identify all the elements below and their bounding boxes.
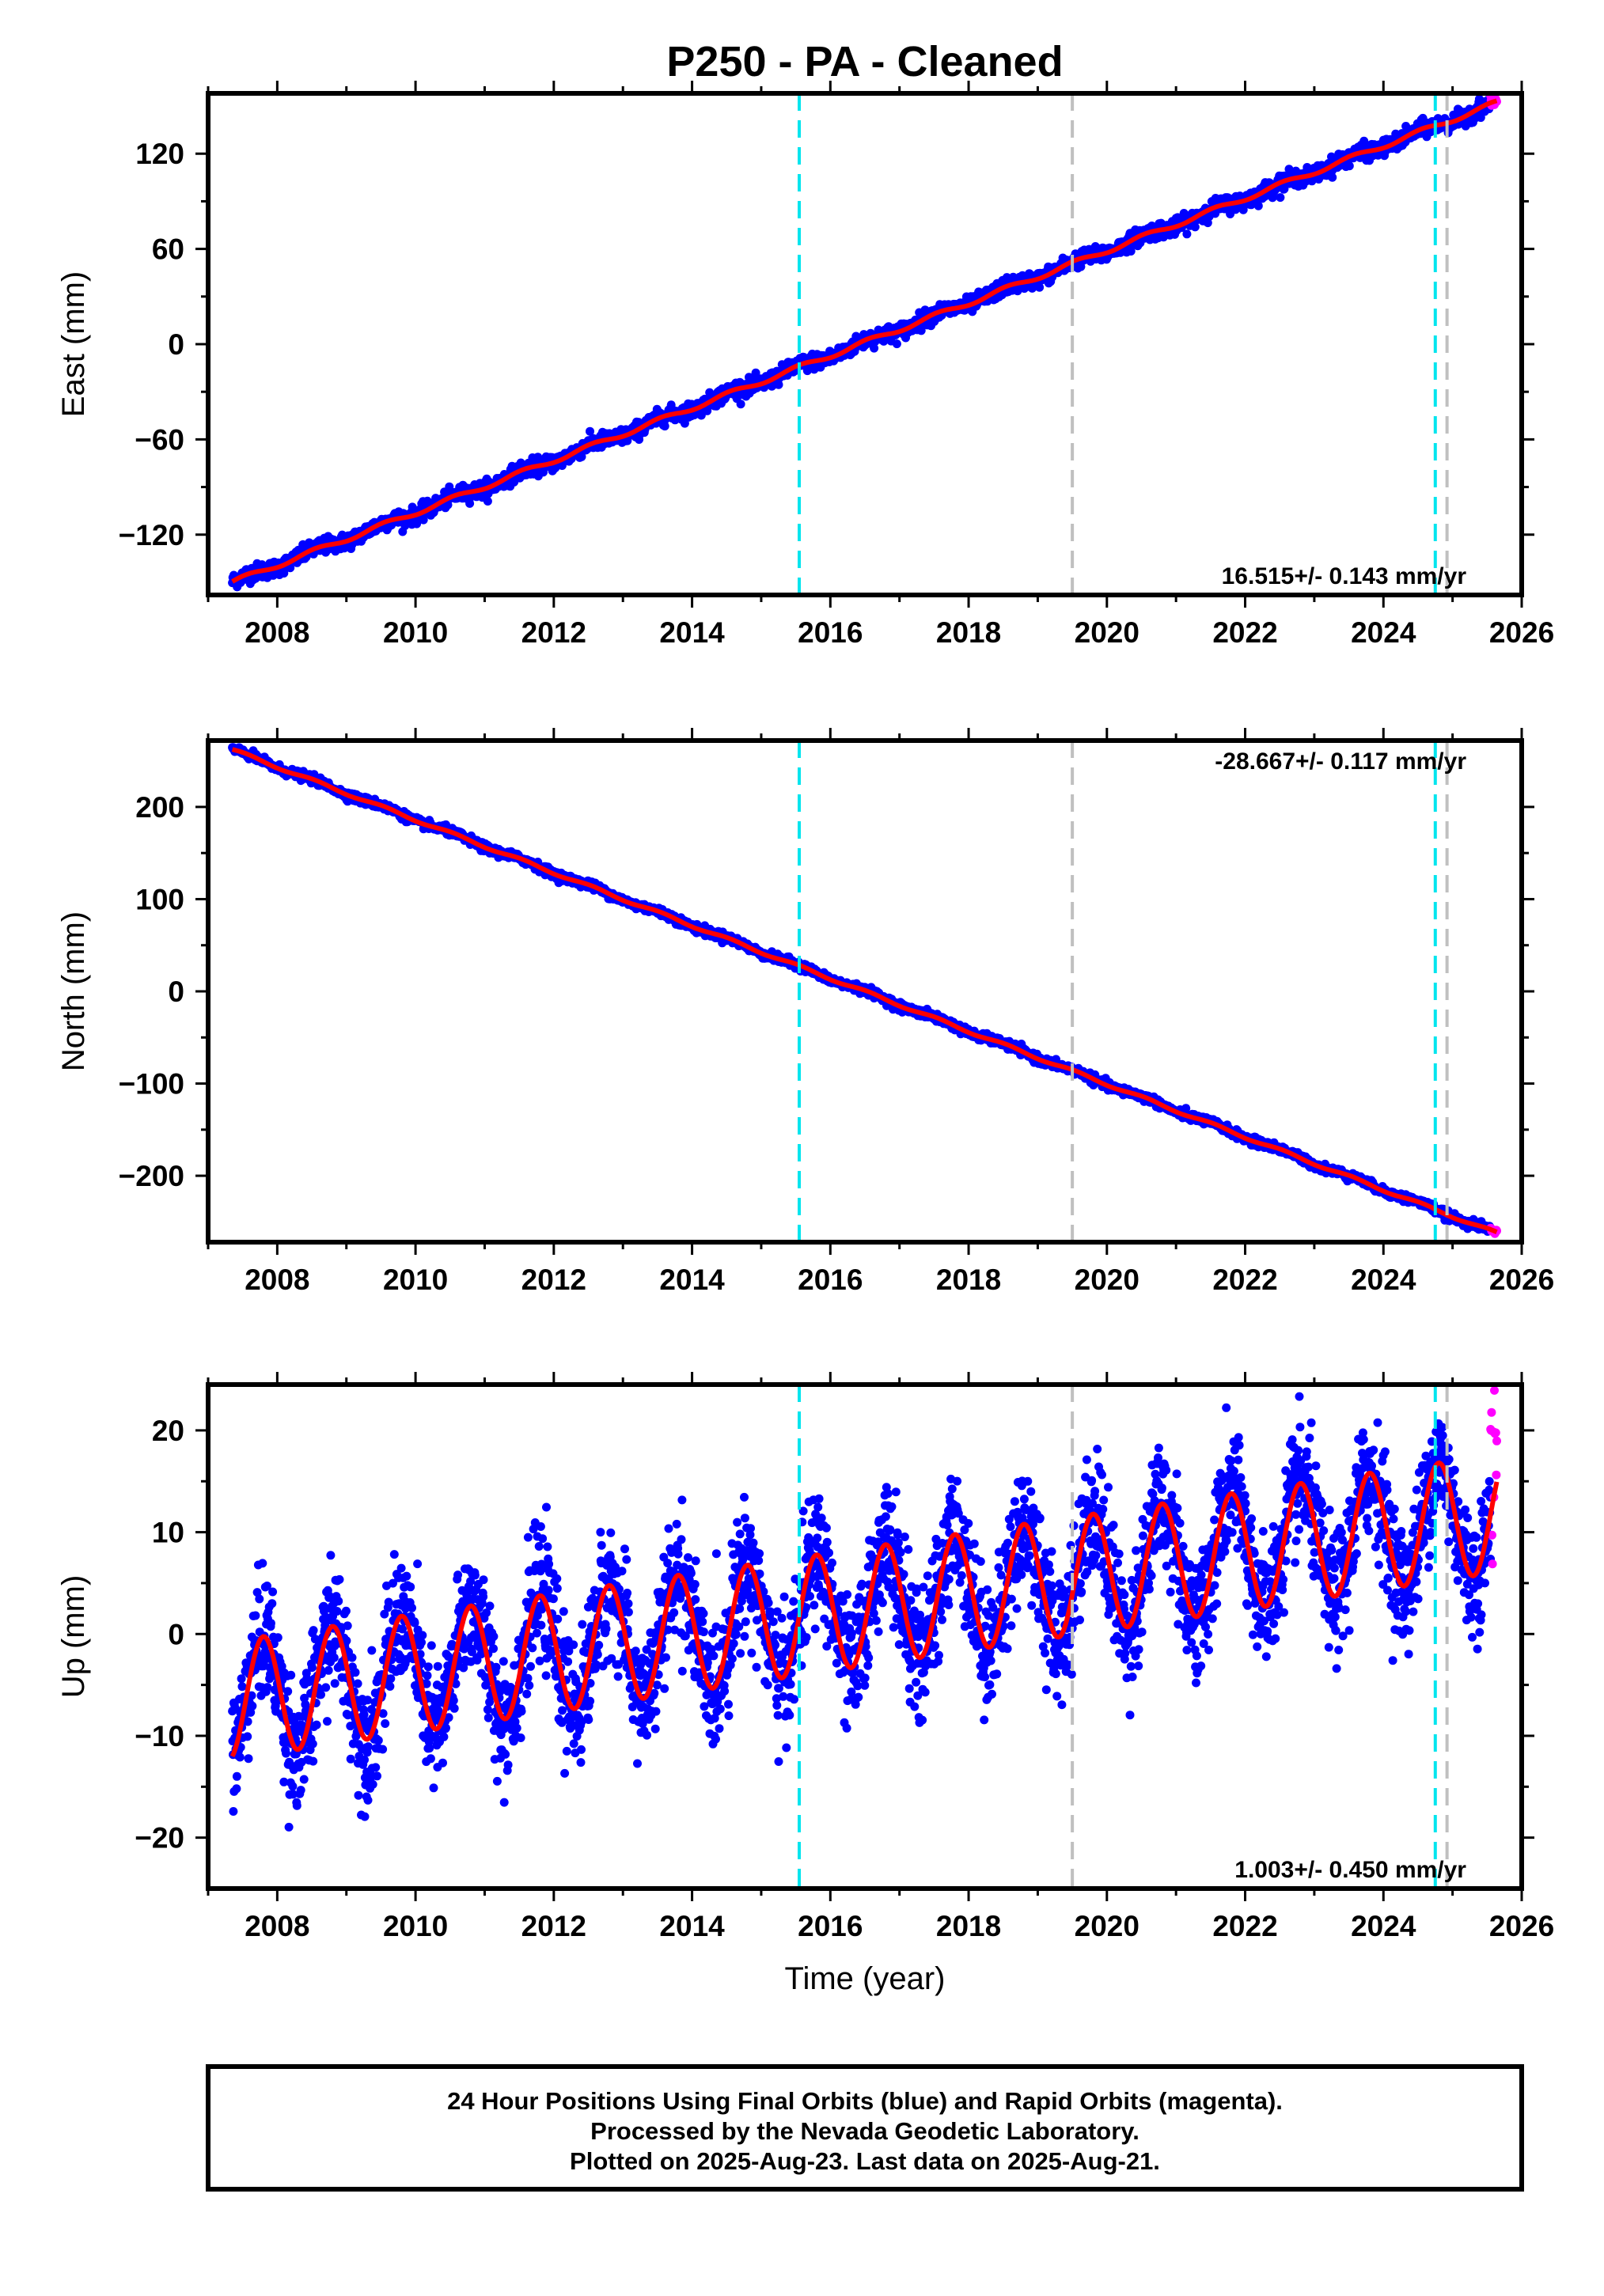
y-tick-label: 120 <box>135 138 184 170</box>
final-orbit-point <box>577 452 586 461</box>
x-tick-label: 2018 <box>936 616 1001 649</box>
x-tick-label: 2022 <box>1212 616 1277 649</box>
chart-title: P250 - PA - Cleaned <box>666 38 1063 85</box>
final-orbit-point <box>1328 172 1337 182</box>
final-orbit-point <box>736 400 745 409</box>
final-orbit-point <box>465 498 475 508</box>
x-tick-label: 2010 <box>383 616 448 649</box>
model-curve <box>231 98 1498 584</box>
final-orbit-point <box>586 426 594 436</box>
x-tick-label: 2014 <box>659 616 725 649</box>
y-tick-label: 0 <box>168 328 184 361</box>
final-orbit-point <box>751 368 760 377</box>
x-tick-label: 2024 <box>1351 616 1416 649</box>
y-tick-label: −120 <box>119 519 184 551</box>
y-tick-label: −60 <box>135 423 184 456</box>
final-orbit-point <box>1344 161 1354 171</box>
x-tick-label: 2026 <box>1489 616 1554 649</box>
final-orbit-point <box>1182 229 1192 239</box>
final-orbit-point <box>1253 201 1263 210</box>
panel-east: 2008 2010 2012 2014 2016 2018 2020 2022 2024 2026… <box>56 81 1554 649</box>
rate-label: 16.515+/- 0.143 mm/yr <box>1222 563 1467 589</box>
final-orbit-point <box>660 422 669 431</box>
y-tick-label: 60 <box>152 233 184 266</box>
final-orbit-point <box>892 339 901 349</box>
x-tick-label: 2008 <box>245 616 309 649</box>
final-orbit-point <box>1035 282 1045 292</box>
x-tick-label: 2020 <box>1075 616 1139 649</box>
final-orbit-point <box>774 380 783 389</box>
final-orbit-point <box>1190 222 1200 232</box>
final-orbit-point <box>1276 193 1285 203</box>
y-axis-label: East (mm) <box>56 271 91 417</box>
x-tick-label: 2016 <box>798 616 863 649</box>
final-orbit-point <box>483 497 492 506</box>
x-tick-label: 2012 <box>521 616 586 649</box>
panel-north: 2008 2010 2012 2014 2016 2018 2020 2022 2024 2026… <box>56 728 1554 1296</box>
final-orbit-point <box>870 343 879 353</box>
